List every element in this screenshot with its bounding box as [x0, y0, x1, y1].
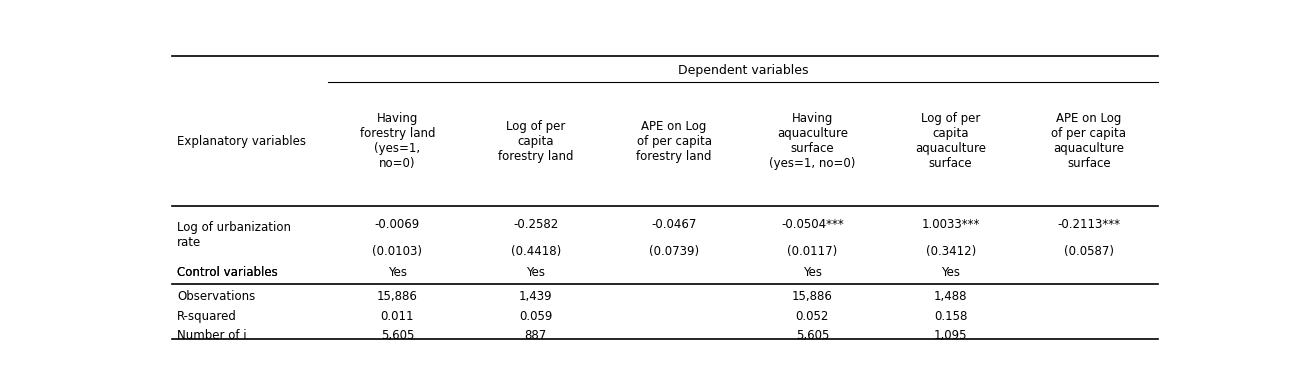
Text: (0.0587): (0.0587): [1064, 245, 1114, 258]
Text: 1,095: 1,095: [935, 329, 967, 342]
Text: Having
forestry land
(yes=1,
no=0): Having forestry land (yes=1, no=0): [360, 113, 435, 170]
Text: Control variables: Control variables: [178, 266, 278, 279]
Text: 1,439: 1,439: [519, 289, 553, 303]
Text: Log of urbanization
rate: Log of urbanization rate: [178, 221, 291, 249]
Text: (0.0117): (0.0117): [787, 245, 837, 258]
Text: -0.2113***: -0.2113***: [1058, 218, 1120, 231]
Text: Dependent variables: Dependent variables: [678, 64, 809, 77]
Text: 15,886: 15,886: [792, 289, 833, 303]
Text: 1,488: 1,488: [935, 289, 967, 303]
Text: 0.059: 0.059: [519, 310, 553, 322]
Text: 5,605: 5,605: [796, 329, 829, 342]
Text: Yes: Yes: [526, 266, 545, 279]
Text: Log of per
capita
aquaculture
surface: Log of per capita aquaculture surface: [915, 113, 986, 170]
Text: Yes: Yes: [941, 266, 961, 279]
Text: 0.052: 0.052: [796, 310, 829, 322]
Text: R-squared: R-squared: [178, 310, 238, 322]
Text: Log of per
capita
forestry land: Log of per capita forestry land: [498, 120, 574, 163]
Text: 5,605: 5,605: [380, 329, 414, 342]
Text: 0.011: 0.011: [380, 310, 414, 322]
Text: -0.0069: -0.0069: [375, 218, 421, 231]
Text: -0.0504***: -0.0504***: [781, 218, 844, 231]
Text: Explanatory variables: Explanatory variables: [178, 135, 306, 148]
Text: APE on Log
of per capita
forestry land: APE on Log of per capita forestry land: [636, 120, 711, 163]
Text: 1.0033***: 1.0033***: [922, 218, 980, 231]
Text: (0.4418): (0.4418): [510, 245, 561, 258]
Text: (0.3412): (0.3412): [925, 245, 976, 258]
Text: Observations: Observations: [178, 289, 256, 303]
Text: 887: 887: [524, 329, 546, 342]
Text: -0.2582: -0.2582: [513, 218, 558, 231]
Text: Yes: Yes: [388, 266, 406, 279]
Text: -0.0467: -0.0467: [652, 218, 697, 231]
Text: Having
aquaculture
surface
(yes=1, no=0): Having aquaculture surface (yes=1, no=0): [770, 113, 855, 170]
Text: (0.0103): (0.0103): [373, 245, 422, 258]
Text: 15,886: 15,886: [376, 289, 418, 303]
Text: (0.0739): (0.0739): [649, 245, 700, 258]
Text: Control variables: Control variables: [178, 266, 278, 279]
Text: Yes: Yes: [803, 266, 822, 279]
Text: APE on Log
of per capita
aquaculture
surface: APE on Log of per capita aquaculture sur…: [1051, 113, 1127, 170]
Text: 0.158: 0.158: [935, 310, 967, 322]
Text: Number of i: Number of i: [178, 329, 247, 342]
